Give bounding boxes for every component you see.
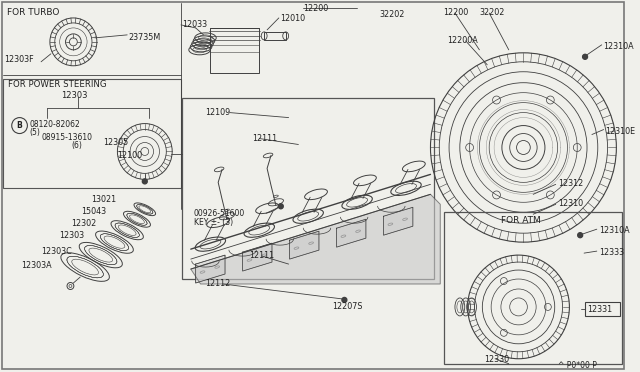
Circle shape	[578, 232, 582, 238]
Text: 32202: 32202	[479, 8, 505, 17]
Bar	[182, 98, 435, 279]
Text: 12207S: 12207S	[333, 302, 363, 311]
Text: 12303A: 12303A	[22, 261, 52, 270]
Text: 08120-82062: 08120-82062	[29, 119, 80, 129]
Text: B: B	[17, 121, 22, 130]
Bar	[444, 212, 622, 364]
Text: 12303: 12303	[59, 231, 84, 240]
Text: 23735M: 23735M	[128, 33, 161, 42]
Text: 12200: 12200	[443, 8, 468, 17]
Text: 12310: 12310	[557, 199, 583, 208]
Text: 12200A: 12200A	[447, 36, 478, 45]
Bar	[3, 79, 181, 188]
Text: 12112: 12112	[205, 279, 230, 288]
Circle shape	[582, 54, 588, 59]
Text: 12303C: 12303C	[41, 247, 72, 256]
Text: 12333: 12333	[599, 248, 624, 257]
Text: FOR TURBO: FOR TURBO	[7, 8, 60, 17]
Text: 12111: 12111	[250, 251, 275, 260]
Text: 12312: 12312	[557, 179, 583, 188]
Text: (6): (6)	[72, 141, 83, 150]
Text: 15043: 15043	[81, 207, 106, 216]
Text: 12100: 12100	[117, 151, 143, 160]
Text: (5): (5)	[29, 128, 40, 137]
Text: 12109: 12109	[205, 108, 230, 117]
Text: KEY ±- (3): KEY ±- (3)	[194, 218, 233, 227]
Text: 32202: 32202	[380, 10, 405, 19]
Text: ^ P0*00 P: ^ P0*00 P	[557, 361, 596, 370]
Text: 12310A: 12310A	[604, 42, 634, 51]
Text: 12111: 12111	[252, 134, 278, 142]
Polygon shape	[191, 194, 440, 284]
Bar	[264, 32, 285, 40]
Text: 13021: 13021	[91, 195, 116, 204]
Polygon shape	[337, 219, 366, 247]
Text: FOR ATM: FOR ATM	[501, 216, 541, 225]
Text: 12310E: 12310E	[605, 126, 636, 135]
Polygon shape	[289, 231, 319, 259]
Bar	[585, 302, 620, 316]
Polygon shape	[196, 255, 225, 283]
Text: 12303: 12303	[61, 91, 87, 100]
Text: 12331: 12331	[587, 305, 612, 314]
Text: FOR POWER STEERING: FOR POWER STEERING	[8, 80, 106, 89]
Bar	[211, 28, 259, 73]
Text: 12303F: 12303F	[4, 55, 33, 64]
Text: 12200: 12200	[303, 4, 328, 13]
Text: 12010: 12010	[280, 14, 305, 23]
Circle shape	[142, 179, 147, 184]
Text: 00926-51600: 00926-51600	[194, 209, 245, 218]
Circle shape	[278, 204, 284, 209]
Circle shape	[342, 298, 347, 302]
Text: 12310A: 12310A	[599, 226, 629, 235]
Text: 12330: 12330	[484, 355, 509, 364]
Text: 12033: 12033	[182, 20, 207, 29]
Text: 12302: 12302	[72, 219, 97, 228]
Text: 12305: 12305	[103, 138, 128, 147]
Polygon shape	[383, 207, 413, 235]
Text: 08915-13610: 08915-13610	[41, 132, 92, 141]
Polygon shape	[243, 243, 272, 271]
